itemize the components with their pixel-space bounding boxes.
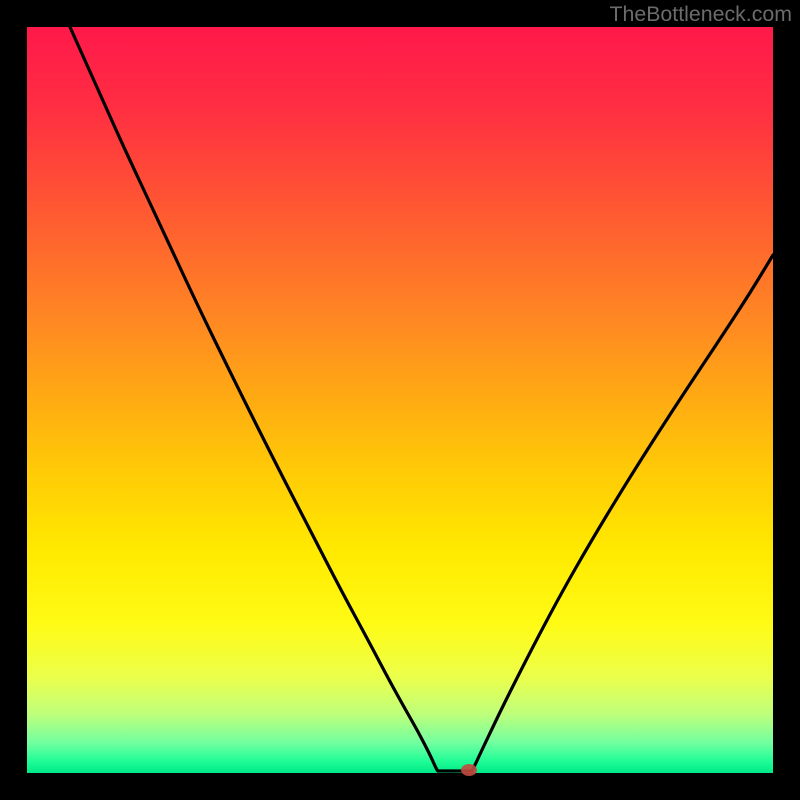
optimum-marker	[461, 764, 477, 776]
bottleneck-chart	[0, 0, 800, 800]
plot-background	[27, 27, 773, 773]
chart-container: TheBottleneck.com	[0, 0, 800, 800]
watermark-text: TheBottleneck.com	[609, 2, 792, 27]
